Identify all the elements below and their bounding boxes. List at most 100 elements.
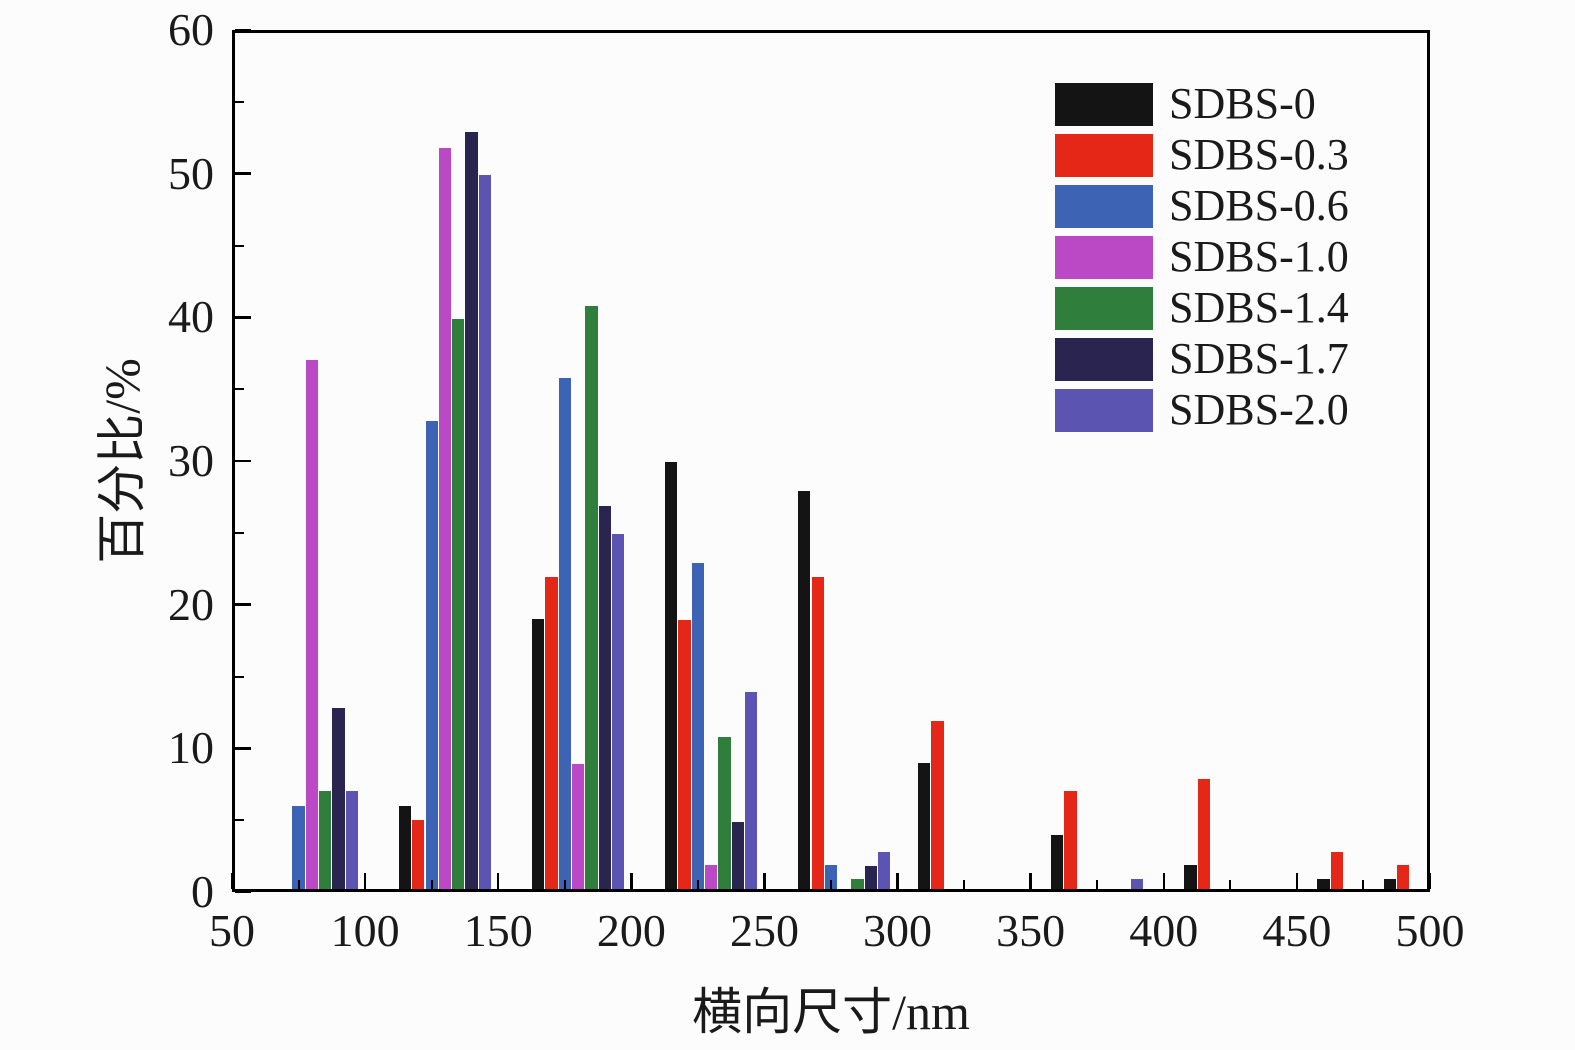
- bar-SDBS-0.3: [811, 577, 824, 889]
- bar-SDBS-2.0: [745, 692, 758, 889]
- legend-label: SDBS-0.6: [1169, 181, 1349, 230]
- y-tick-label: 20: [168, 578, 214, 630]
- y-minor-tick: [235, 388, 244, 391]
- x-minor-tick: [563, 880, 566, 889]
- y-tick-label: 40: [168, 291, 214, 343]
- x-minor-tick: [297, 880, 300, 889]
- bar-SDBS-0.3: [545, 577, 558, 889]
- x-tick-label: 50: [209, 905, 255, 956]
- x-tick: [630, 873, 633, 889]
- bar-SDBS-0.6: [292, 805, 305, 889]
- bar-SDBS-0: [1383, 879, 1397, 889]
- bar-SDBS-0: [532, 619, 545, 889]
- bar-SDBS-0: [1051, 834, 1064, 889]
- bar-SDBS-0.3: [931, 721, 944, 889]
- legend-label: SDBS-1.7: [1169, 334, 1349, 383]
- x-tick: [763, 873, 766, 889]
- bar-SDBS-2.0: [878, 851, 891, 889]
- legend-swatch-SDBS-1.0: [1055, 235, 1153, 279]
- bar-SDBS-0: [918, 762, 931, 889]
- y-tick: [235, 28, 251, 32]
- bar-SDBS-0: [398, 805, 412, 889]
- x-tick-label: 350: [996, 905, 1066, 956]
- x-tick-label: 400: [1129, 905, 1199, 956]
- x-tick-label: 250: [729, 905, 799, 956]
- bar-SDBS-1.4: [851, 879, 864, 889]
- bar-SDBS-0.3: [1064, 791, 1077, 889]
- x-minor-tick: [1096, 880, 1099, 889]
- x-tick: [1029, 873, 1032, 889]
- y-tick: [235, 459, 251, 463]
- x-tick-label: 500: [1395, 905, 1465, 956]
- x-minor-tick: [1362, 880, 1365, 889]
- bar-SDBS-1.7: [465, 132, 478, 889]
- legend-entry: SDBS-0: [1055, 82, 1349, 126]
- x-tick-label: 100: [330, 905, 400, 956]
- legend-label: SDBS-0: [1169, 79, 1316, 128]
- bar-SDBS-2.0: [1131, 879, 1144, 889]
- y-minor-tick: [235, 100, 244, 103]
- y-tick: [235, 747, 251, 750]
- x-minor-tick: [1229, 880, 1232, 889]
- legend-label: SDBS-1.4: [1169, 283, 1349, 332]
- y-minor-tick: [235, 531, 244, 534]
- bar-SDBS-0: [665, 462, 678, 889]
- legend-entry: SDBS-1.0: [1055, 235, 1349, 279]
- x-minor-tick: [696, 880, 699, 889]
- legend-entry: SDBS-1.4: [1055, 286, 1349, 330]
- legend-swatch-SDBS-2.0: [1055, 388, 1153, 432]
- x-tick: [1428, 873, 1432, 889]
- bar-SDBS-1.4: [718, 736, 731, 889]
- y-axis-title: 百分比/%: [94, 358, 150, 564]
- bar-SDBS-0.6: [824, 864, 838, 889]
- legend-swatch-SDBS-0.3: [1055, 133, 1153, 177]
- y-minor-tick: [235, 675, 244, 678]
- bar-SDBS-1.7: [598, 505, 611, 889]
- x-tick-label: 300: [863, 905, 933, 956]
- y-tick-label: 30: [168, 435, 214, 486]
- bar-SDBS-0: [798, 491, 811, 889]
- bar-SDBS-0.6: [691, 563, 704, 889]
- x-tick: [230, 873, 234, 889]
- bar-SDBS-1.7: [731, 821, 744, 889]
- y-tick-label: 60: [168, 4, 214, 55]
- bar-SDBS-1.0: [438, 147, 452, 889]
- bar-SDBS-0.3: [1330, 851, 1343, 889]
- bar-SDBS-0.3: [412, 820, 425, 889]
- bar-SDBS-2.0: [345, 791, 358, 889]
- y-tick: [235, 890, 251, 894]
- legend-label: SDBS-1.0: [1169, 232, 1349, 281]
- bar-SDBS-0: [1184, 864, 1197, 889]
- legend-swatch-SDBS-0.6: [1055, 184, 1153, 228]
- y-tick-label: 50: [168, 147, 214, 199]
- legend-entry: SDBS-0.6: [1055, 184, 1349, 228]
- legend-swatch-SDBS-0: [1055, 82, 1153, 126]
- x-tick-label: 150: [463, 905, 533, 956]
- legend-label: SDBS-2.0: [1169, 385, 1349, 434]
- x-tick: [496, 873, 500, 889]
- bar-SDBS-0.3: [678, 620, 691, 889]
- y-tick-label: 0: [191, 866, 214, 917]
- bar-SDBS-2.0: [478, 175, 492, 889]
- y-tick: [235, 316, 251, 319]
- bar-SDBS-1.7: [864, 866, 878, 889]
- bar-SDBS-1.7: [332, 708, 345, 889]
- x-minor-tick: [430, 880, 433, 889]
- x-tick: [363, 873, 367, 889]
- legend-entry: SDBS-0.3: [1055, 133, 1349, 177]
- bar-SDBS-0.6: [558, 377, 571, 889]
- x-tick: [1295, 873, 1299, 889]
- legend-entry: SDBS-1.7: [1055, 337, 1349, 381]
- x-tick: [896, 873, 899, 889]
- bar-SDBS-2.0: [611, 534, 625, 889]
- x-tick-label: 450: [1262, 905, 1332, 956]
- legend-entry: SDBS-2.0: [1055, 388, 1349, 432]
- x-minor-tick: [963, 880, 966, 889]
- bar-SDBS-1.4: [585, 305, 598, 889]
- bar-SDBS-1.4: [452, 318, 465, 889]
- x-tick-label: 200: [596, 905, 666, 956]
- x-tick: [1162, 873, 1166, 889]
- bar-SDBS-1.4: [319, 791, 332, 889]
- bar-SDBS-0.3: [1197, 778, 1210, 889]
- legend-swatch-SDBS-1.4: [1055, 286, 1153, 330]
